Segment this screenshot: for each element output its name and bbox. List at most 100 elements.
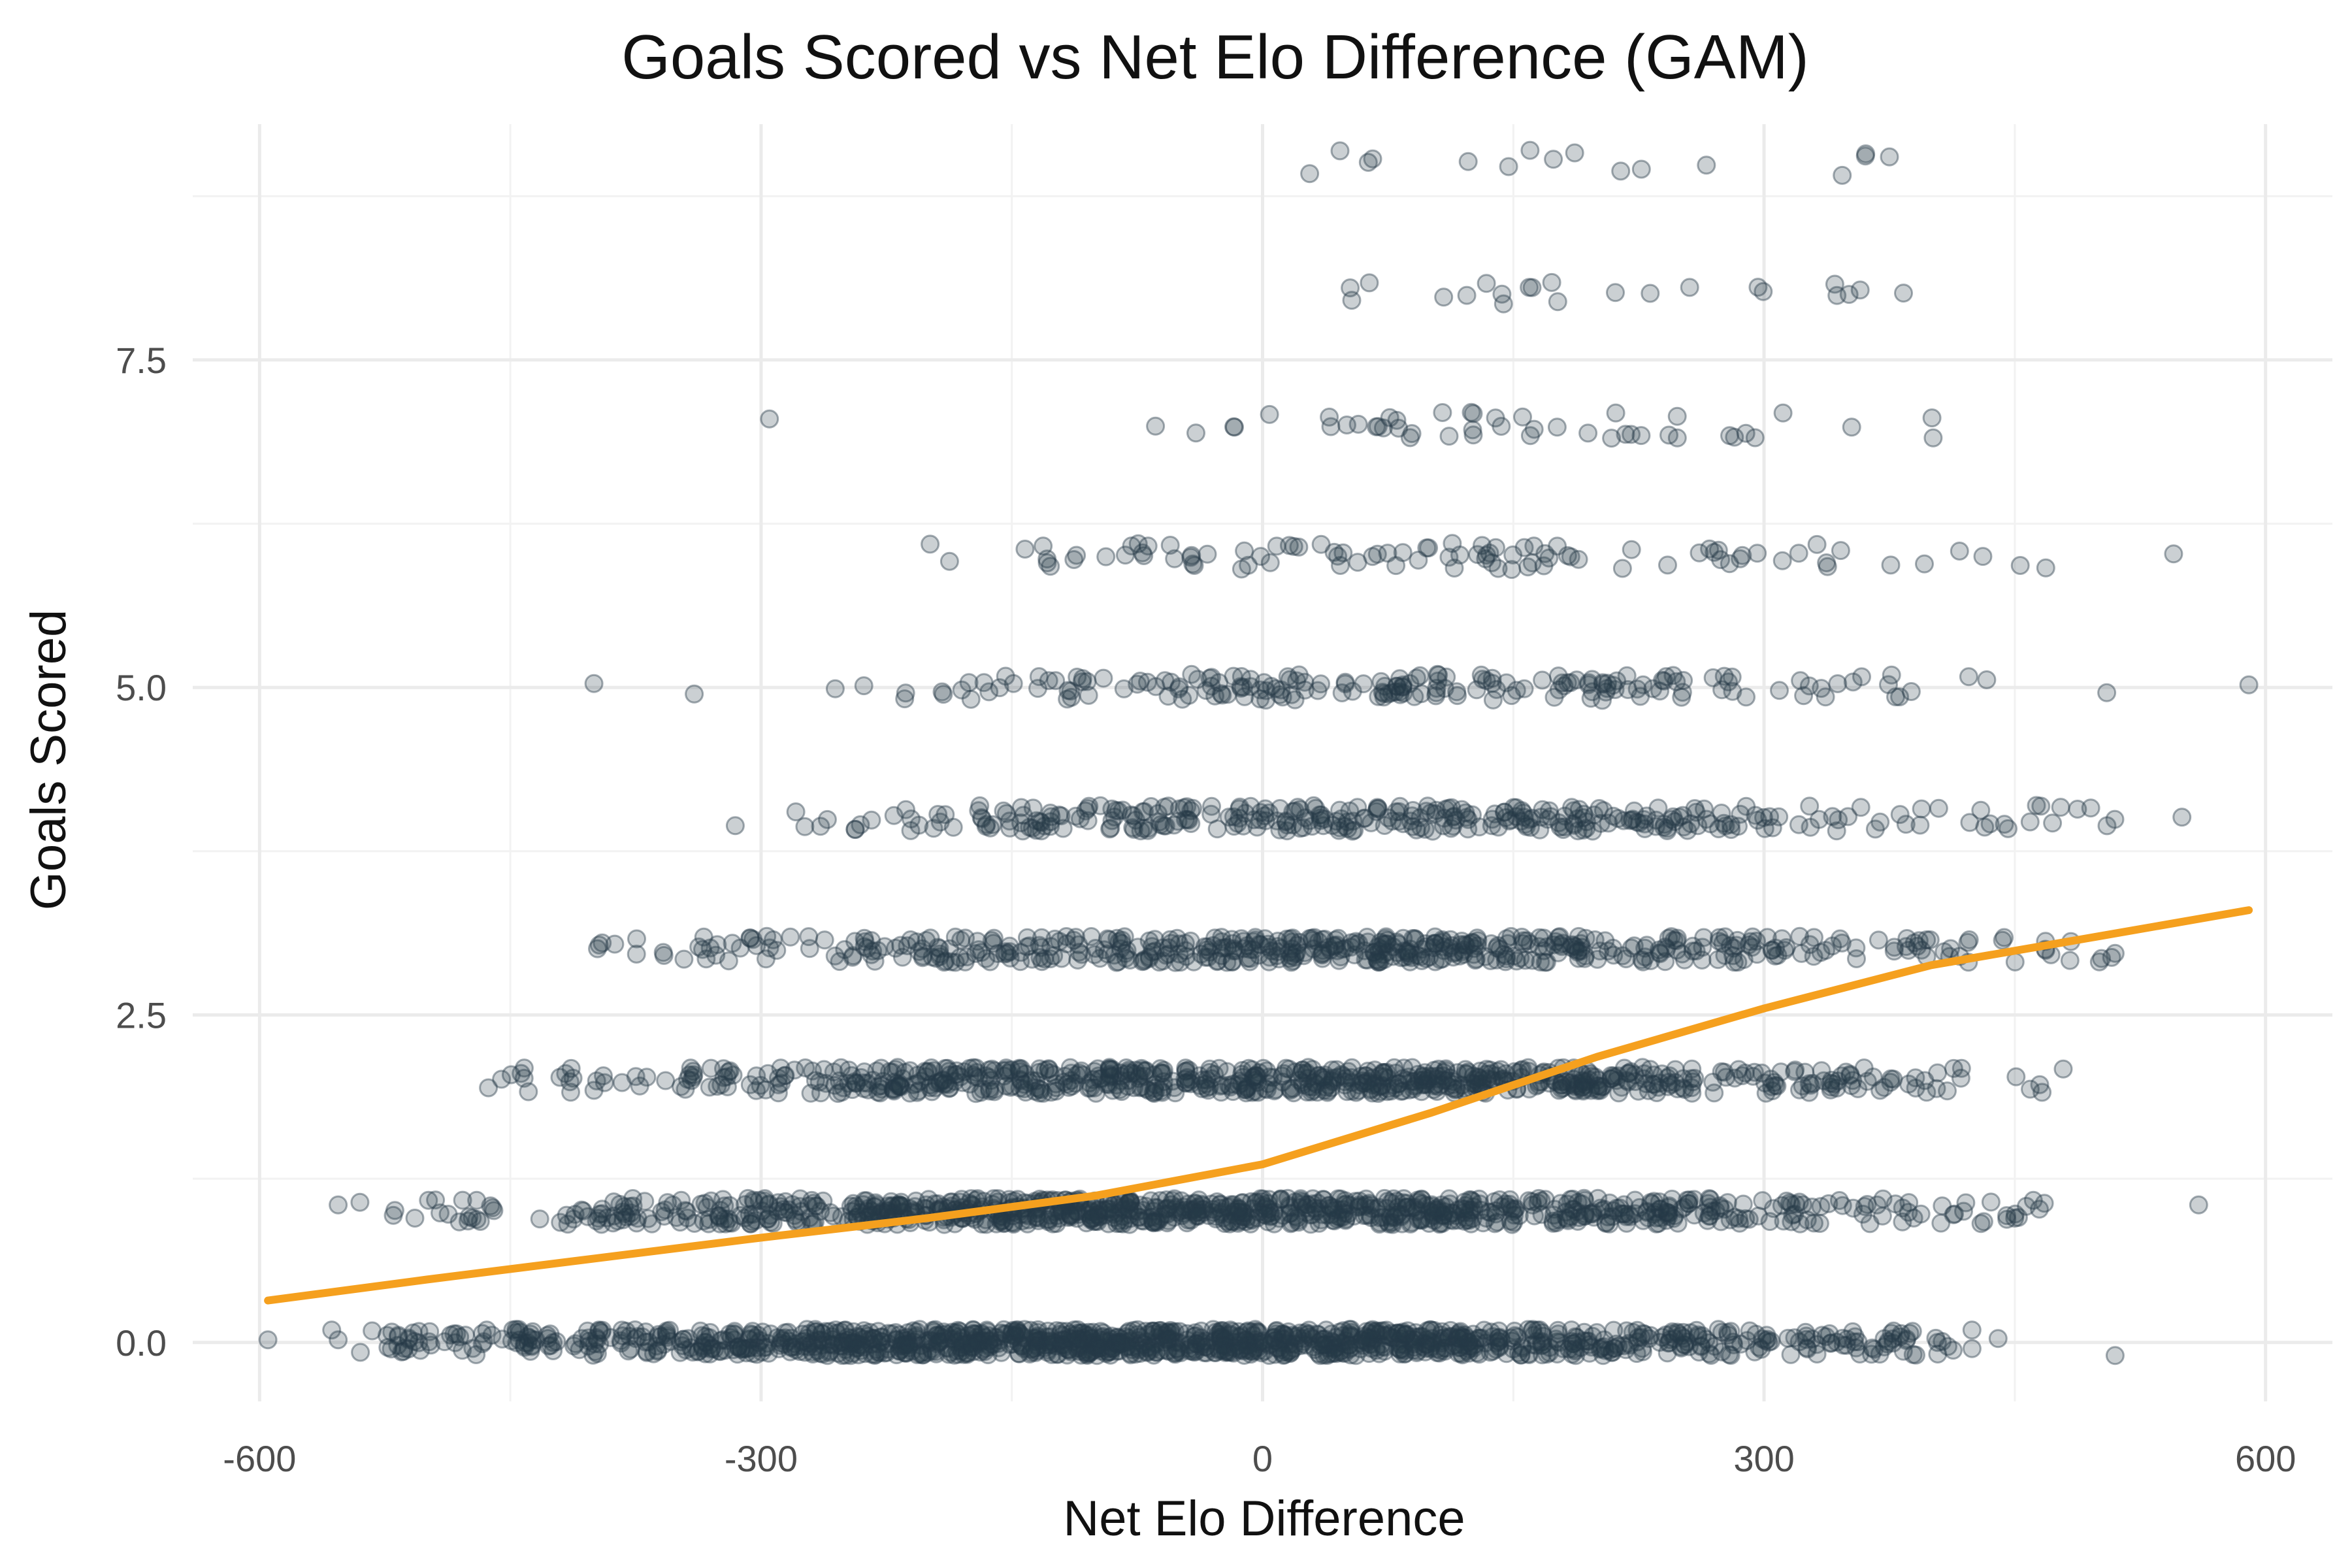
data-point: [760, 1205, 780, 1225]
data-point: [1396, 1344, 1415, 1364]
data-point: [1511, 1345, 1531, 1365]
data-point: [1465, 1331, 1485, 1350]
data-point: [1797, 1326, 1816, 1346]
data-point: [1467, 1343, 1487, 1363]
data-point: [1341, 938, 1361, 957]
data-point: [977, 1320, 996, 1340]
data-point: [1288, 1329, 1308, 1348]
data-point: [785, 1334, 805, 1354]
data-point: [510, 1322, 529, 1342]
data-point: [1641, 284, 1660, 303]
data-point: [1283, 1326, 1303, 1345]
data-point: [1582, 670, 1602, 689]
data-point: [899, 1335, 919, 1355]
data-point: [1171, 1343, 1190, 1362]
data-point: [811, 1330, 830, 1350]
data-point: [1578, 423, 1598, 443]
data-point: [924, 1322, 944, 1342]
data-point: [1463, 420, 1482, 440]
data-point: [1330, 1322, 1349, 1342]
data-point: [997, 1060, 1017, 1080]
data-point: [978, 1345, 998, 1365]
data-point: [1288, 1326, 1307, 1346]
data-point: [871, 1328, 890, 1347]
data-point: [930, 939, 949, 958]
data-point: [1699, 1333, 1719, 1352]
data-point: [1714, 666, 1734, 686]
data-point: [1201, 804, 1221, 824]
data-point: [1265, 1327, 1284, 1347]
data-point: [1186, 423, 1205, 443]
data-point: [841, 1328, 861, 1348]
data-point: [1631, 426, 1651, 446]
data-point: [1617, 1321, 1637, 1341]
data-point: [1583, 821, 1603, 841]
data-point: [2105, 809, 2125, 829]
data-point: [996, 1324, 1016, 1344]
data-point: [2105, 1346, 2125, 1365]
data-point: [409, 1333, 429, 1352]
data-point: [949, 1327, 969, 1347]
data-point: [1144, 1345, 1164, 1365]
data-point: [1116, 1327, 1135, 1347]
data-point: [747, 1338, 767, 1358]
data-point: [522, 1337, 542, 1356]
data-point: [757, 1337, 776, 1357]
data-point: [988, 1333, 1008, 1353]
data-point: [776, 1066, 795, 1085]
data-point: [1749, 1337, 1769, 1357]
data-point: [1436, 1339, 1456, 1358]
data-point: [1389, 1331, 1409, 1351]
data-point: [405, 1209, 425, 1228]
data-point: [1592, 1339, 1610, 1358]
data-point: [947, 1324, 966, 1343]
data-point: [1279, 1341, 1299, 1361]
data-point: [1357, 1331, 1377, 1350]
data-point: [585, 1342, 605, 1362]
data-point: [1622, 540, 1641, 559]
data-point: [1034, 1083, 1053, 1103]
data-point: [1317, 1346, 1337, 1365]
data-point: [1688, 1325, 1708, 1345]
data-point: [1396, 1325, 1416, 1345]
data-point: [1025, 1339, 1044, 1358]
data-point: [1096, 1344, 1116, 1364]
data-point: [947, 1341, 966, 1360]
data-point: [1176, 1073, 1196, 1092]
data-point: [572, 1200, 591, 1220]
data-point: [758, 1333, 777, 1353]
data-point: [864, 1329, 884, 1348]
data-point: [700, 1344, 720, 1364]
data-point: [1701, 1346, 1721, 1365]
data-point: [1260, 553, 1280, 572]
data-point: [815, 930, 834, 950]
data-point: [657, 1326, 677, 1345]
data-point: [1571, 1338, 1591, 1357]
data-point: [1108, 1328, 1128, 1347]
data-point: [1096, 547, 1116, 566]
data-point: [1237, 1335, 1256, 1355]
data-point: [1373, 1321, 1393, 1341]
data-point: [743, 1322, 762, 1341]
data-point: [862, 1335, 881, 1354]
data-point: [1522, 1320, 1542, 1340]
data-point: [777, 1203, 797, 1222]
data-point: [1212, 938, 1232, 958]
data-point: [1348, 414, 1368, 434]
data-point: [1248, 1323, 1267, 1343]
data-point: [943, 1326, 963, 1345]
data-point: [1260, 404, 1279, 424]
data-point: [670, 1343, 690, 1362]
data-point: [771, 1333, 791, 1352]
data-point: [1322, 1070, 1342, 1090]
data-point: [1567, 1328, 1586, 1347]
data-point: [823, 1327, 842, 1347]
data-point: [966, 1328, 986, 1347]
data-point: [972, 1324, 991, 1343]
data-point: [1492, 284, 1512, 304]
data-point: [1796, 1322, 1816, 1342]
data-point: [1239, 1335, 1258, 1355]
data-point: [1718, 1323, 1737, 1343]
